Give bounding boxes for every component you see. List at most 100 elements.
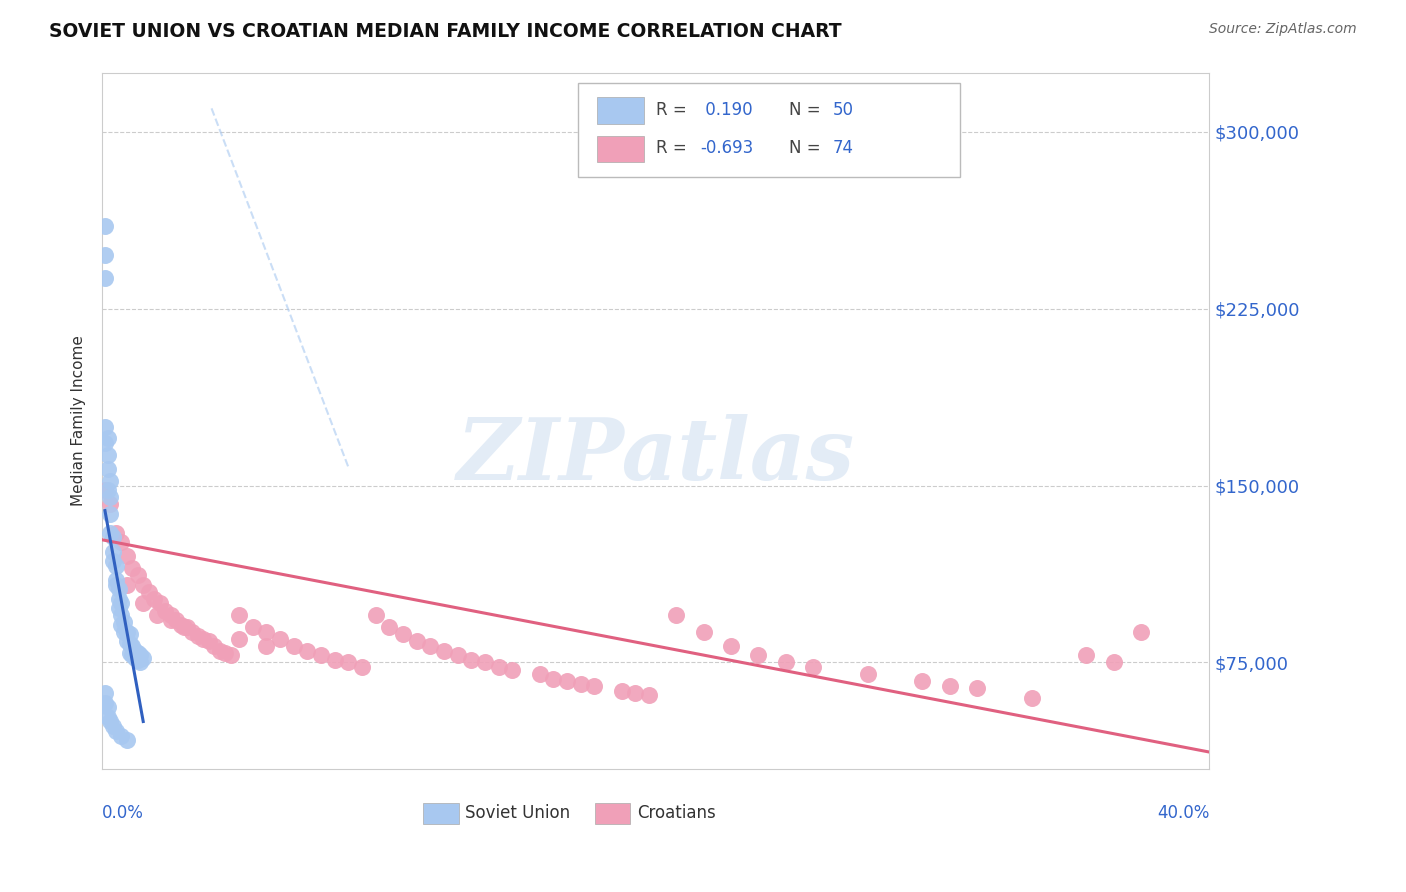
Point <box>146 608 169 623</box>
FancyBboxPatch shape <box>423 804 458 824</box>
Text: SOVIET UNION VS CROATIAN MEDIAN FAMILY INCOME CORRELATION CHART: SOVIET UNION VS CROATIAN MEDIAN FAMILY I… <box>49 22 842 41</box>
Text: R =: R = <box>655 101 686 119</box>
Point <box>720 639 742 653</box>
Point <box>214 646 236 660</box>
Point <box>269 632 291 646</box>
Point <box>624 686 647 700</box>
FancyBboxPatch shape <box>578 84 960 178</box>
Point <box>138 584 160 599</box>
Point <box>856 667 879 681</box>
Point <box>501 663 523 677</box>
Point <box>110 617 132 632</box>
Text: N =: N = <box>789 139 820 157</box>
Point <box>100 507 122 521</box>
Point <box>97 462 120 476</box>
Point <box>254 624 277 639</box>
Point <box>1021 690 1043 705</box>
Point <box>132 650 155 665</box>
Point <box>107 591 129 606</box>
Point <box>101 531 124 545</box>
Point <box>97 700 120 714</box>
Point <box>100 491 122 505</box>
Point <box>104 525 127 540</box>
Point <box>97 709 120 723</box>
Point <box>101 544 124 558</box>
Point <box>94 436 117 450</box>
Point <box>488 660 510 674</box>
Point <box>474 656 496 670</box>
FancyBboxPatch shape <box>595 804 630 824</box>
Point <box>129 656 152 670</box>
Point <box>121 648 143 663</box>
Text: 0.190: 0.190 <box>700 101 752 119</box>
Point <box>118 627 141 641</box>
Point <box>309 648 332 663</box>
Point <box>610 683 633 698</box>
Point <box>187 630 209 644</box>
Point <box>419 639 441 653</box>
Point <box>254 639 277 653</box>
Point <box>132 597 155 611</box>
Point <box>110 535 132 549</box>
Point <box>775 656 797 670</box>
Point <box>121 639 143 653</box>
Point <box>405 634 427 648</box>
Text: Croatians: Croatians <box>637 804 716 822</box>
Point <box>297 643 319 657</box>
Point <box>242 620 264 634</box>
Point <box>118 646 141 660</box>
Text: ZIPatlas: ZIPatlas <box>457 414 855 497</box>
Point <box>104 577 127 591</box>
Text: N =: N = <box>789 101 820 119</box>
Point <box>100 714 122 729</box>
Point <box>170 617 193 632</box>
Point <box>115 549 138 564</box>
Point <box>159 613 181 627</box>
Point <box>94 247 117 261</box>
Point <box>460 653 482 667</box>
Point <box>94 483 117 498</box>
Point <box>378 620 401 634</box>
Point <box>97 432 120 446</box>
Point <box>115 733 138 747</box>
Point <box>153 603 176 617</box>
Point <box>101 554 124 568</box>
Point <box>115 634 138 648</box>
Text: 50: 50 <box>832 101 853 119</box>
Point <box>100 498 122 512</box>
Point <box>94 419 117 434</box>
Point <box>202 639 225 653</box>
Point <box>115 624 138 639</box>
Point <box>541 672 564 686</box>
Point <box>127 653 149 667</box>
Point <box>181 624 204 639</box>
Text: 74: 74 <box>832 139 853 157</box>
Point <box>149 597 172 611</box>
Point <box>118 636 141 650</box>
Point <box>337 656 360 670</box>
Point <box>692 624 714 639</box>
Point <box>173 620 195 634</box>
Point <box>193 632 215 646</box>
Point <box>665 608 688 623</box>
Point <box>966 681 988 696</box>
Point <box>94 686 117 700</box>
Point <box>1102 656 1125 670</box>
Point <box>219 648 242 663</box>
Point <box>101 719 124 733</box>
Point <box>104 558 127 573</box>
Point <box>433 643 456 657</box>
Point <box>350 660 373 674</box>
Text: 0.0%: 0.0% <box>103 804 143 822</box>
Point <box>97 483 120 498</box>
Point <box>100 525 122 540</box>
Point <box>100 474 122 488</box>
Point <box>208 643 231 657</box>
Point <box>110 597 132 611</box>
Point <box>323 653 346 667</box>
Point <box>112 615 135 630</box>
Point <box>115 577 138 591</box>
Point <box>110 608 132 623</box>
Point <box>801 660 824 674</box>
Point <box>121 561 143 575</box>
